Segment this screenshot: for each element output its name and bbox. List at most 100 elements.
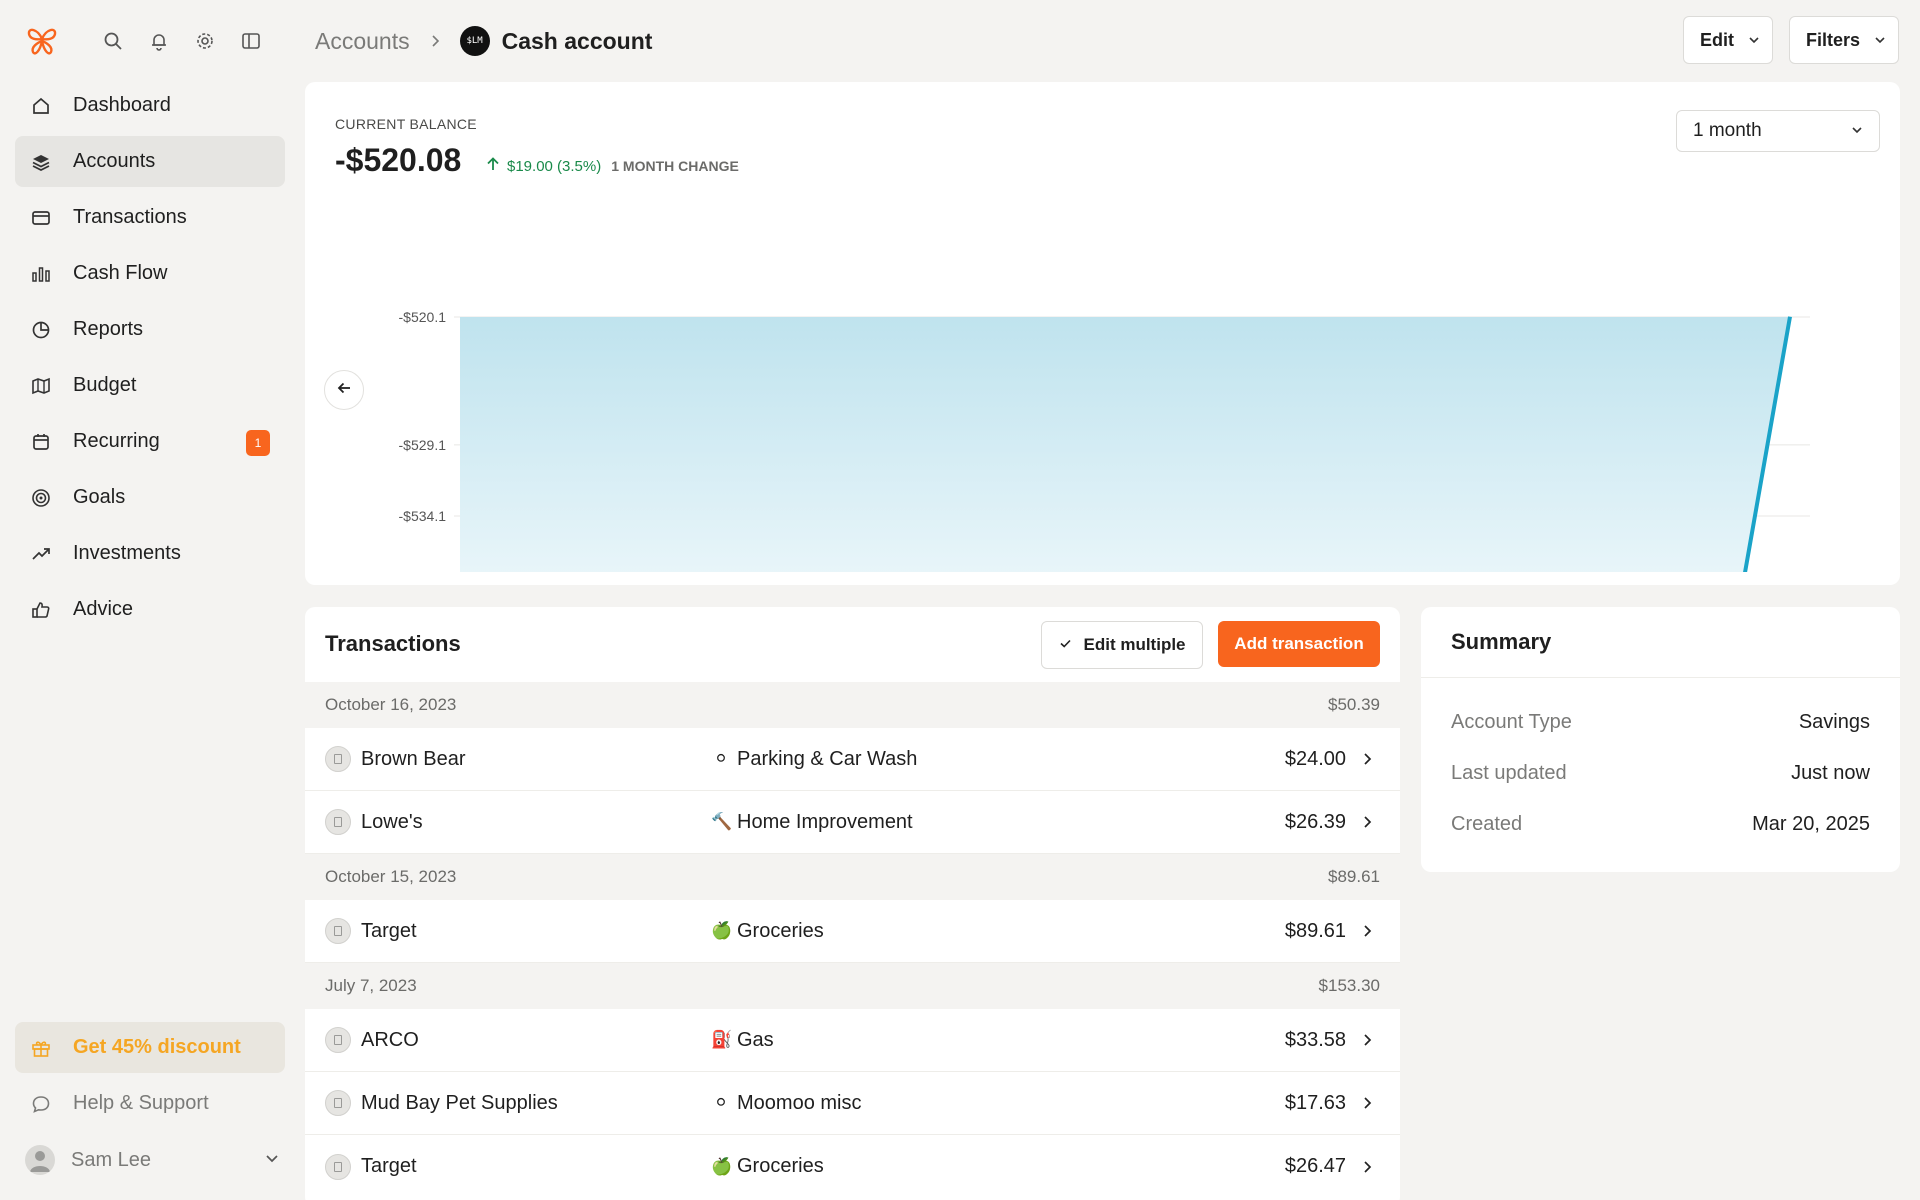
sidebar-item-cash-flow[interactable]: Cash Flow (15, 248, 285, 299)
balance-change-amount: $19.00 (3.5%) (507, 157, 602, 175)
transaction-amount: $26.39 (1284, 810, 1346, 833)
breadcrumb: Accounts $LM Cash account (315, 22, 652, 60)
page-title: Cash account (501, 27, 653, 54)
chevron-right-icon[interactable] (1360, 1033, 1374, 1047)
category[interactable]: ⚪ Parking & Car Wash (711, 748, 918, 771)
sidebar-item-label: Dashboard (73, 94, 171, 116)
sidebar-toggle-icon[interactable] (240, 30, 262, 52)
sidebar-item-label: Accounts (73, 150, 156, 172)
credit-card-icon (30, 207, 52, 229)
gear-icon[interactable] (194, 30, 216, 52)
merchant-name: Target (361, 1155, 417, 1177)
period-select-value: 1 month (1693, 120, 1762, 141)
bell-icon[interactable] (148, 30, 170, 52)
summary-value: Just now (1791, 762, 1870, 784)
table-row[interactable]: Mud Bay Pet Supplies ⚪ Moomoo misc $17.63 (305, 1072, 1400, 1135)
date-group-header: October 15, 2023 $89.61 (305, 854, 1400, 900)
table-row[interactable]: Target 🍏 Groceries $26.47 (305, 1135, 1400, 1198)
butterfly-logo-icon[interactable] (24, 23, 60, 59)
summary-row-last-updated: Last updated Just now (1451, 762, 1870, 785)
summary-row-created: Created Mar 20, 2025 (1451, 813, 1870, 836)
chart-prev-button[interactable] (324, 370, 364, 410)
user-menu[interactable]: Sam Lee (25, 1143, 280, 1177)
transaction-amount: $89.61 (1284, 919, 1346, 942)
filters-dropdown-button[interactable]: Filters (1789, 16, 1899, 64)
layers-icon (30, 151, 52, 173)
sidebar-item-goals[interactable]: Goals (15, 472, 285, 523)
discount-label: Get 45% discount (73, 1036, 241, 1058)
bar-chart-icon (30, 263, 52, 285)
series-line (1743, 316, 1792, 572)
transaction-amount: $24.00 (1284, 747, 1346, 770)
chevron-right-icon[interactable] (1360, 815, 1374, 829)
transaction-list: October 16, 2023 $50.39 Brown Bear ⚪ Park… (305, 682, 1400, 1198)
category[interactable]: 🔨 Home Improvement (711, 811, 913, 834)
sidebar-item-dashboard[interactable]: Dashboard (15, 80, 285, 131)
transaction-amount: $17.63 (1284, 1091, 1346, 1114)
category-icon: 🔨 (711, 812, 733, 831)
group-total: $89.61 (1328, 867, 1380, 886)
category[interactable]: 🍏 Groceries (711, 920, 824, 943)
current-balance-label: CURRENT BALANCE (335, 116, 477, 132)
transactions-card: Transactions Edit multiple Add transacti… (305, 607, 1400, 1200)
chevron-right-icon[interactable] (1360, 1160, 1374, 1174)
sidebar-item-accounts[interactable]: Accounts (15, 136, 285, 187)
summary-key: Account Type (1451, 711, 1572, 733)
transactions-title: Transactions (325, 631, 461, 656)
add-transaction-button[interactable]: Add transaction (1218, 621, 1380, 667)
merchant-icon (325, 1027, 351, 1053)
chevron-right-icon[interactable] (1360, 752, 1374, 766)
merchant-icon (325, 1153, 351, 1180)
chevron-right-icon[interactable] (1360, 924, 1374, 938)
balance-chart: -$520.1-$529.1-$534.1-$539.1Feb 20Feb 22… (399, 309, 1810, 572)
merchant-name: Mud Bay Pet Supplies (361, 1091, 558, 1114)
map-icon (30, 375, 52, 397)
discount-button[interactable]: Get 45% discount (15, 1022, 285, 1073)
edit-multiple-button[interactable]: Edit multiple (1041, 621, 1203, 669)
category-icon: ⚪ (713, 1093, 729, 1112)
sidebar-item-investments[interactable]: Investments (15, 528, 285, 579)
sidebar-nav: Dashboard Accounts Transactions Cash Flo… (15, 80, 285, 640)
group-date: July 7, 2023 (325, 976, 417, 995)
table-row[interactable]: Lowe's 🔨 Home Improvement $26.39 (305, 791, 1400, 854)
sidebar-item-budget[interactable]: Budget (15, 360, 285, 411)
group-total: $153.30 (1318, 976, 1380, 995)
chevron-right-icon (428, 34, 442, 48)
sidebar-item-transactions[interactable]: Transactions (15, 192, 285, 243)
category-label: Gas (737, 1028, 774, 1051)
search-icon[interactable] (102, 30, 124, 52)
category-icon: 🍏 (711, 921, 733, 940)
date-group-header: July 7, 2023 $153.30 (305, 963, 1400, 1009)
merchant-icon (325, 1090, 351, 1116)
category[interactable]: ⛽ Gas (711, 1029, 774, 1052)
edit-dropdown-button[interactable]: Edit (1683, 16, 1773, 64)
merchant-icon (325, 809, 351, 835)
merchant-icon (325, 918, 351, 944)
summary-value: Savings (1798, 711, 1870, 733)
y-tick-label: -$534.1 (399, 508, 447, 524)
y-tick-label: -$529.1 (399, 437, 447, 453)
period-select[interactable]: 1 month (1676, 110, 1880, 152)
summary-value: Mar 20, 2025 (1752, 813, 1870, 835)
breadcrumb-accounts-link[interactable]: Accounts (315, 27, 410, 54)
sidebar-item-advice[interactable]: Advice (15, 584, 285, 635)
chevron-right-icon[interactable] (1360, 1096, 1374, 1110)
sidebar-item-recurring[interactable]: Recurring 1 (15, 416, 285, 467)
table-row[interactable]: Brown Bear ⚪ Parking & Car Wash $24.00 (305, 728, 1400, 791)
category[interactable]: ⚪ Moomoo misc (711, 1092, 862, 1115)
help-support-link[interactable]: Help & Support (15, 1078, 285, 1129)
summary-key: Created (1451, 813, 1523, 835)
category-label: Groceries (737, 919, 824, 942)
table-row[interactable]: Target 🍏 Groceries $89.61 (305, 900, 1400, 963)
gift-icon (30, 1037, 52, 1059)
pie-chart-icon (30, 319, 52, 341)
merchant-name: ARCO (361, 1028, 419, 1051)
target-icon (30, 487, 52, 509)
category[interactable]: 🍏 Groceries (711, 1155, 824, 1178)
chevron-down-icon (1874, 30, 1886, 51)
sidebar-item-reports[interactable]: Reports (15, 304, 285, 355)
table-row[interactable]: ARCO ⛽ Gas $33.58 (305, 1009, 1400, 1072)
check-icon (1059, 635, 1072, 655)
divider (1421, 677, 1900, 678)
category-icon: ⛽ (711, 1030, 733, 1049)
